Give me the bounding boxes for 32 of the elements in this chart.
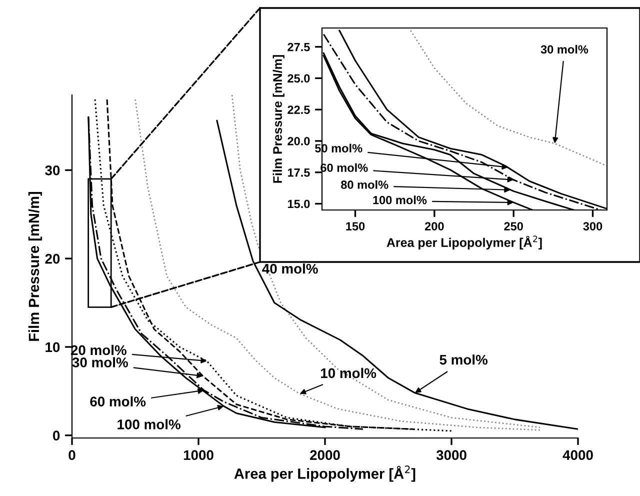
annotation: 5 mol% — [440, 354, 488, 365]
x-axis-title: Area per Lipopolymer [Å$^{2}$] — [386, 236, 542, 250]
annotation: 30 mol% — [72, 357, 128, 368]
x-tick-label: 0 — [68, 450, 76, 460]
x-tick-label: 3000 — [436, 450, 466, 460]
y-tick-label: 0 — [53, 430, 60, 441]
x-tick-label: 300 — [583, 222, 602, 230]
annotation: 30 mol% — [540, 44, 588, 54]
x-axis-title: Area per Lipopolymer [Å$^{2}$] — [234, 466, 416, 482]
x-tick-label: 2000 — [310, 450, 340, 460]
y-tick-label: 17.5 — [288, 168, 310, 177]
x-tick-label: 1000 — [184, 450, 214, 460]
annotation: 60 mol% — [90, 396, 146, 406]
x-tick-label: 4000 — [562, 450, 593, 460]
y-tick-label: 20.0 — [288, 137, 310, 146]
x-tick-label: 250 — [504, 222, 523, 230]
y-tick-label: 20 — [45, 254, 60, 264]
y-axis-title: Film Pressure [mN/m] — [28, 192, 42, 341]
annotation: 10 mol% — [321, 368, 376, 378]
y-tick-label: 10 — [46, 342, 60, 352]
annotation: 40 mol% — [262, 263, 318, 274]
y-tick-label: 30 — [45, 165, 60, 176]
annotation: 100 mol% — [118, 419, 180, 430]
x-tick-label: 200 — [424, 222, 444, 230]
y-axis-title: Film Pressure [mN/m] — [272, 55, 284, 183]
y-tick-label: 25.0 — [288, 74, 310, 83]
y-tick-label: 15.0 — [288, 200, 310, 208]
y-tick-label: 27.5 — [288, 42, 310, 52]
annotation: 100 mol% — [373, 196, 427, 204]
annotation: 80 mol% — [341, 180, 388, 189]
y-tick-label: 22.5 — [288, 106, 310, 114]
x-tick-label: 150 — [346, 222, 365, 230]
